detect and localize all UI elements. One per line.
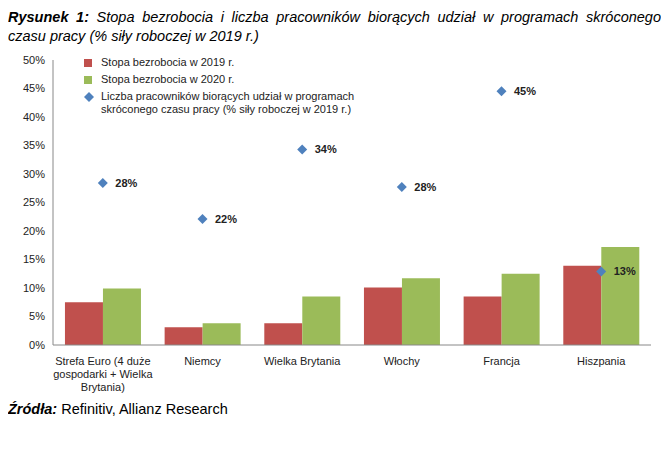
- svg-text:Francja: Francja: [483, 355, 521, 367]
- svg-text:15%: 15%: [23, 253, 45, 265]
- svg-text:13%: 13%: [614, 265, 636, 277]
- svg-text:22%: 22%: [215, 213, 237, 225]
- html-text:Stopa bezrobocia w 2020 r.: Stopa bezrobocia w 2020 r.: [101, 73, 235, 85]
- svg-text:28%: 28%: [414, 181, 436, 193]
- svg-text:Wielka Brytania: Wielka Brytania: [264, 355, 341, 367]
- svg-text:30%: 30%: [23, 168, 45, 180]
- svg-text:35%: 35%: [23, 139, 45, 151]
- svg-text:Hiszpania: Hiszpania: [577, 355, 626, 367]
- svg-text:Niemcy: Niemcy: [184, 355, 221, 367]
- svg-text:28%: 28%: [115, 177, 137, 189]
- html-text:Stopa bezrobocia w 2019 r.: Stopa bezrobocia w 2019 r.: [101, 56, 235, 68]
- svg-text:40%: 40%: [23, 111, 45, 123]
- svg-text:5%: 5%: [29, 310, 45, 322]
- svg-text:25%: 25%: [23, 196, 45, 208]
- html-text:Źródła: Refinitiv, Allianz Res: Źródła: Refinitiv, Allianz Research: [8, 401, 228, 417]
- html-text:Liczba pracowników biorących u: Liczba pracowników biorących udział w pr…: [101, 90, 355, 115]
- svg-text:45%: 45%: [514, 85, 536, 97]
- svg-text:0%: 0%: [29, 339, 45, 351]
- svg-text:20%: 20%: [23, 225, 45, 237]
- svg-text:Włochy: Włochy: [384, 355, 421, 367]
- svg-text:Strefa Euro (4 dużegospodarki: Strefa Euro (4 dużegospodarki + WielkaBr…: [53, 355, 153, 393]
- svg-text:34%: 34%: [315, 143, 337, 155]
- html-text:Rysunek 1: Stopa bezrobocia i: Rysunek 1: Stopa bezrobocia i liczba pra…: [8, 9, 661, 44]
- svg-text:45%: 45%: [23, 82, 45, 94]
- svg-text:50%: 50%: [23, 54, 45, 66]
- svg-text:10%: 10%: [23, 282, 45, 294]
